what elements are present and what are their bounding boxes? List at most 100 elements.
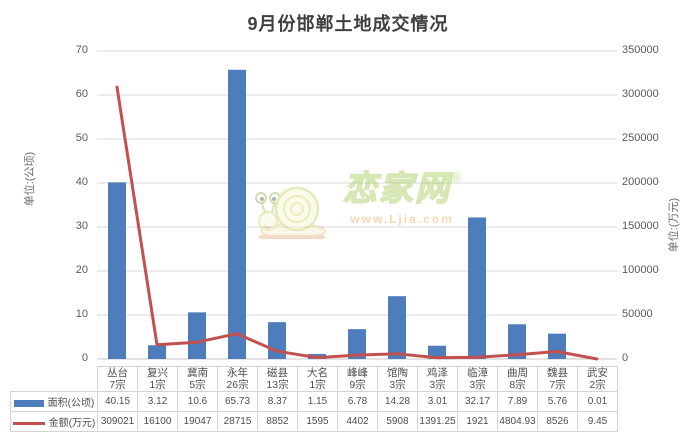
category-lot-count: 5宗 [189, 379, 206, 391]
series-label: 金额(万元) [48, 418, 96, 429]
bar-鸡泽 [428, 345, 446, 359]
right-tick-label: 50000 [622, 308, 653, 320]
value-cell: 0.01 [577, 391, 618, 412]
left-tick-label: 10 [75, 308, 88, 320]
category-cell: 馆陶 3宗 [377, 366, 418, 392]
category-district: 临漳 [467, 367, 488, 380]
bar-丛台 [108, 182, 126, 359]
category-cell: 魏县 7宗 [537, 366, 578, 392]
category-cell: 丛台 7宗 [97, 366, 138, 392]
amount-line [115, 85, 599, 361]
category-district: 磁县 [267, 367, 288, 380]
value-cell: 4402 [337, 411, 378, 432]
value-cell: 1391.25 [417, 411, 458, 432]
category-district: 曲周 [507, 367, 528, 380]
series-label: 面积(公顷) [47, 398, 95, 409]
value-cell: 32.17 [457, 391, 498, 412]
bar-峰峰 [348, 329, 366, 359]
bar-永年 [228, 69, 246, 360]
category-cell: 磁县 13宗 [257, 366, 298, 392]
value-cell: 19047 [177, 411, 218, 432]
right-tick-label: 350000 [622, 44, 659, 56]
right-tick-label: 200000 [622, 176, 659, 188]
value-cell: 14.28 [377, 391, 418, 412]
value-cell: 6.78 [337, 391, 378, 412]
category-cell: 曲周 8宗 [497, 366, 538, 392]
value-cell: 4804.93 [497, 411, 538, 432]
category-lot-count: 7宗 [109, 379, 126, 391]
bar-魏县 [548, 333, 566, 359]
category-lot-count: 3宗 [429, 379, 446, 391]
left-tick-label: 20 [75, 264, 88, 276]
category-cell: 冀南 5宗 [177, 366, 218, 392]
category-district: 大名 [307, 367, 328, 380]
bar-冀南 [188, 312, 206, 359]
bar-临漳 [468, 217, 486, 359]
category-cell: 峰峰 9宗 [337, 366, 378, 392]
category-lot-count: 1宗 [309, 379, 326, 391]
value-cell: 5.76 [537, 391, 578, 412]
category-district: 复兴 [147, 367, 168, 380]
category-district: 丛台 [107, 367, 128, 380]
left-tick-label: 60 [75, 88, 88, 100]
category-lot-count: 9宗 [349, 379, 366, 391]
left-tick-label: 40 [75, 176, 88, 188]
category-cell: 武安 2宗 [577, 366, 618, 392]
right-tick-label: 250000 [622, 132, 659, 144]
category-cell: 鸡泽 3宗 [417, 366, 458, 392]
summary-table: 丛台 7宗 复兴 1宗 冀南 5宗 永年 26宗 磁县 13宗 大名 1宗 峰峰 9宗 馆陶 3宗 鸡泽 3宗 临漳… [10, 366, 618, 432]
category-lot-count: 3宗 [389, 379, 406, 391]
category-lot-count: 26宗 [226, 379, 249, 391]
category-district: 永年 [227, 367, 248, 380]
amount-line-swatch-icon [12, 421, 45, 425]
value-cell: 16100 [137, 411, 178, 432]
value-cell: 1921 [457, 411, 498, 432]
left-tick-label: 50 [75, 132, 88, 144]
bar-复兴 [148, 345, 166, 359]
value-cell: 3.12 [137, 391, 178, 412]
chart-title: 9月份邯郸土地成交情况 [247, 14, 449, 34]
value-cell: 40.15 [97, 391, 138, 412]
value-cell: 8852 [257, 411, 298, 432]
right-tick-label: 100000 [622, 264, 659, 276]
right-tick-label: 150000 [622, 220, 659, 232]
category-cell: 临漳 3宗 [457, 366, 498, 392]
left-tick-label: 30 [75, 220, 88, 232]
value-cell: 5908 [377, 411, 418, 432]
bar-曲周 [508, 324, 526, 359]
category-district: 武安 [587, 367, 608, 380]
category-district: 魏县 [547, 367, 568, 380]
category-district: 鸡泽 [427, 367, 448, 380]
category-cell: 复兴 1宗 [137, 366, 178, 392]
value-cell: 65.73 [217, 391, 258, 412]
value-cell: 8526 [537, 411, 578, 432]
category-lot-count: 8宗 [509, 379, 526, 391]
left-tick-label: 70 [75, 44, 88, 56]
value-cell: 9.45 [577, 411, 618, 432]
category-cell: 大名 1宗 [297, 366, 338, 392]
value-cell: 1595 [297, 411, 338, 432]
value-cell: 28715 [217, 411, 258, 432]
left-tick-label: 0 [81, 352, 88, 364]
category-lot-count: 1宗 [149, 379, 166, 391]
value-cell: 1.15 [297, 391, 338, 412]
category-district: 馆陶 [387, 367, 408, 380]
value-cell: 10.6 [177, 391, 218, 412]
category-cell: 永年 26宗 [217, 366, 258, 392]
value-cell: 7.89 [497, 391, 538, 412]
category-lot-count: 3宗 [469, 379, 486, 391]
right-tick-label: 0 [622, 352, 629, 364]
category-lot-count: 2宗 [589, 379, 606, 391]
legend-spacer-cell [11, 367, 98, 392]
value-cell: 309021 [97, 411, 138, 432]
right-tick-label: 300000 [622, 88, 659, 100]
value-cell: 3.01 [417, 391, 458, 412]
category-district: 冀南 [187, 367, 208, 380]
category-lot-count: 13宗 [266, 379, 289, 391]
category-lot-count: 7宗 [549, 379, 566, 391]
category-district: 峰峰 [347, 367, 368, 380]
area-bar-swatch-icon [13, 399, 44, 407]
legend-cell-area: 面积(公顷) [10, 391, 98, 412]
bar-馆陶 [388, 296, 406, 359]
